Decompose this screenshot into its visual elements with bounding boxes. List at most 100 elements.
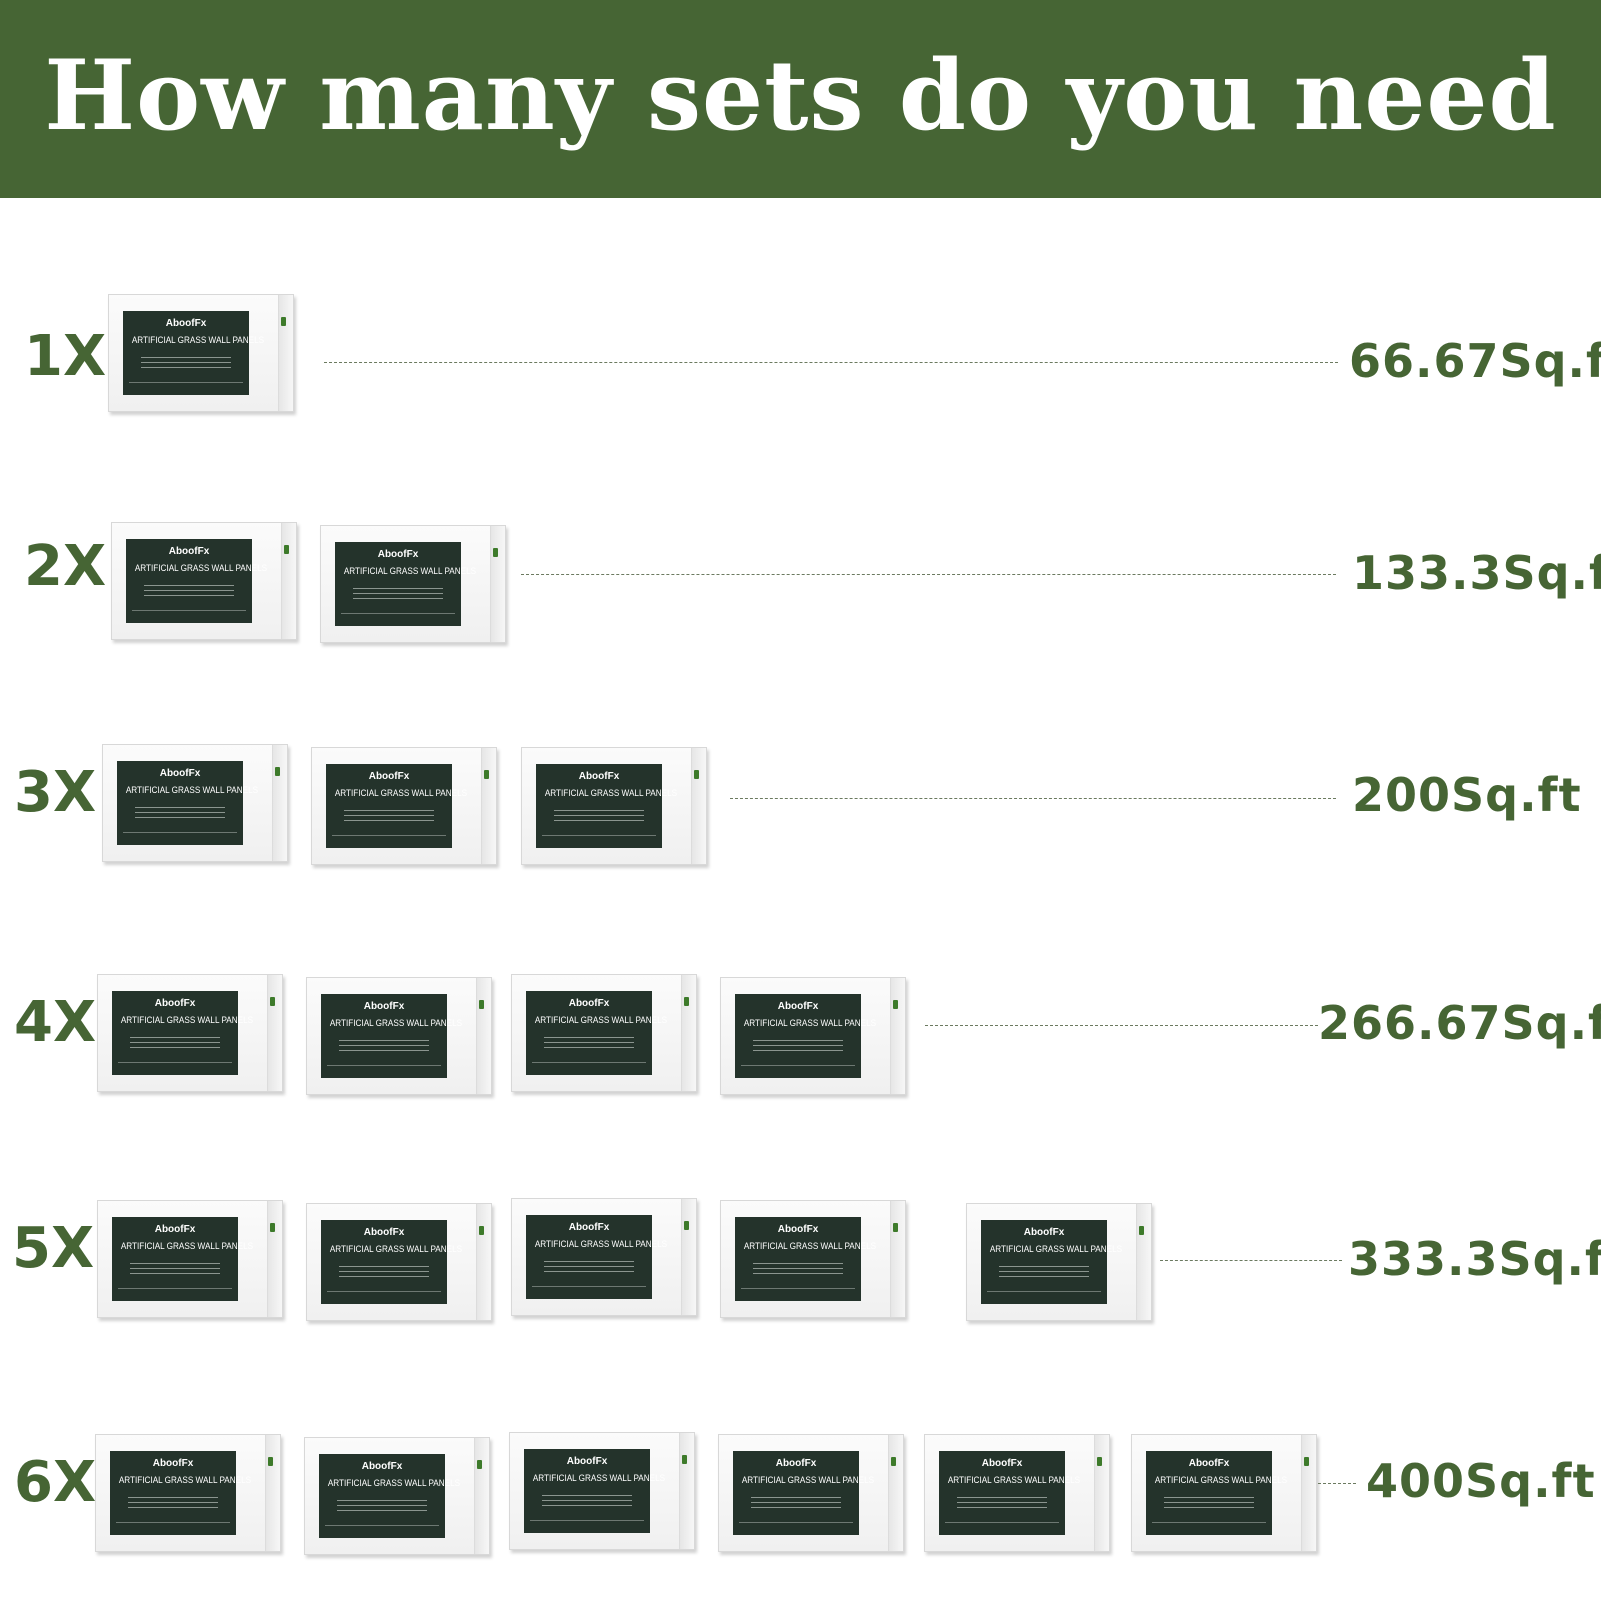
green-tab: [893, 1223, 898, 1232]
fine-print-line: [544, 1042, 634, 1043]
product-name: ARTIFICIAL GRASS WALL PANELS: [743, 1018, 877, 1029]
product-name: ARTIFICIAL GRASS WALL PANELS: [947, 1475, 1081, 1486]
product-name: ARTIFICIAL GRASS WALL PANELS: [125, 785, 259, 796]
box-side-flap: [267, 975, 282, 1091]
product-name: ARTIFICIAL GRASS WALL PANELS: [134, 563, 268, 574]
product-name: ARTIFICIAL GRASS WALL PANELS: [544, 788, 678, 799]
green-tab: [268, 1457, 273, 1466]
box-side-flap: [1301, 1435, 1316, 1551]
fine-print-line: [144, 595, 234, 596]
label-footer: [945, 1522, 1059, 1529]
brand-name: AboofFx: [165, 318, 207, 329]
fine-print-line: [344, 815, 434, 816]
coverage-area: 133.3Sq.ft: [1352, 546, 1601, 600]
brand-name: AboofFx: [159, 768, 201, 779]
green-tab: [479, 1000, 484, 1009]
label-footer: [325, 1525, 439, 1532]
box-side-flap: [281, 523, 296, 639]
multiplier-label: 6X: [14, 1450, 97, 1515]
fine-print-line: [141, 357, 231, 358]
brand-name: AboofFx: [981, 1458, 1023, 1469]
box-label: AboofFx ARTIFICIAL GRASS WALL PANELS: [321, 994, 462, 1078]
dotted-leader: [925, 1025, 1318, 1026]
product-box: AboofFx ARTIFICIAL GRASS WALL PANELS: [521, 747, 707, 865]
green-tab: [270, 1223, 275, 1232]
fine-print-line: [544, 1047, 634, 1048]
fine-print-line: [751, 1502, 841, 1503]
dotted-leader: [324, 362, 1338, 363]
fine-print-line: [542, 1500, 632, 1501]
dotted-leader: [730, 798, 1336, 799]
box-label: AboofFx ARTIFICIAL GRASS WALL PANELS: [112, 991, 254, 1075]
box-label: AboofFx ARTIFICIAL GRASS WALL PANELS: [335, 542, 477, 626]
fine-print-line: [128, 1497, 218, 1498]
product-box: AboofFx ARTIFICIAL GRASS WALL PANELS: [511, 1198, 697, 1316]
product-box: AboofFx ARTIFICIAL GRASS WALL PANELS: [720, 1200, 906, 1318]
fine-print-line: [339, 1040, 429, 1041]
green-tab: [682, 1455, 687, 1464]
box-label: AboofFx ARTIFICIAL GRASS WALL PANELS: [536, 764, 678, 848]
fine-print-line: [554, 810, 644, 811]
fine-print-line: [1164, 1507, 1254, 1508]
product-box: AboofFx ARTIFICIAL GRASS WALL PANELS: [108, 294, 294, 412]
fine-print-line: [337, 1505, 427, 1506]
product-box: AboofFx ARTIFICIAL GRASS WALL PANELS: [966, 1203, 1152, 1321]
brand-name: AboofFx: [363, 1001, 405, 1012]
green-tab: [891, 1457, 896, 1466]
brand-name: AboofFx: [368, 771, 410, 782]
box-label: AboofFx ARTIFICIAL GRASS WALL PANELS: [939, 1451, 1081, 1535]
box-label: AboofFx ARTIFICIAL GRASS WALL PANELS: [1146, 1451, 1287, 1535]
product-name: ARTIFICIAL GRASS WALL PANELS: [120, 1015, 254, 1026]
multiplier-label: 2X: [24, 534, 107, 599]
product-box: AboofFx ARTIFICIAL GRASS WALL PANELS: [306, 977, 492, 1095]
fine-print-line: [135, 807, 225, 808]
box-label: AboofFx ARTIFICIAL GRASS WALL PANELS: [326, 764, 467, 848]
fine-print-line: [337, 1500, 427, 1501]
label-footer: [332, 835, 446, 842]
product-name: ARTIFICIAL GRASS WALL PANELS: [532, 1473, 666, 1484]
fine-print-line: [141, 362, 231, 363]
label-footer: [132, 610, 246, 617]
product-name: ARTIFICIAL GRASS WALL PANELS: [329, 1244, 463, 1255]
box-side-flap: [890, 978, 905, 1094]
fine-print-line: [344, 810, 434, 811]
multiplier-label: 1X: [24, 324, 107, 389]
box-side-flap: [681, 975, 696, 1091]
fine-print-line: [1164, 1497, 1254, 1498]
label-footer: [987, 1291, 1101, 1298]
brand-name: AboofFx: [1023, 1227, 1065, 1238]
fine-print-line: [353, 588, 443, 589]
box-label: AboofFx ARTIFICIAL GRASS WALL PANELS: [733, 1451, 874, 1535]
fine-print-line: [957, 1502, 1047, 1503]
fine-print-line: [130, 1042, 220, 1043]
fine-print-line: [542, 1495, 632, 1496]
fine-print-line: [753, 1050, 843, 1051]
product-box: AboofFx ARTIFICIAL GRASS WALL PANELS: [509, 1432, 695, 1550]
fine-print-line: [128, 1507, 218, 1508]
fine-print-line: [753, 1268, 843, 1269]
brand-name: AboofFx: [361, 1461, 403, 1472]
label-footer: [542, 835, 656, 842]
label-footer: [532, 1286, 646, 1293]
box-label: AboofFx ARTIFICIAL GRASS WALL PANELS: [126, 539, 268, 623]
box-side-flap: [278, 295, 293, 411]
box-side-flap: [490, 526, 505, 642]
fine-print-line: [554, 820, 644, 821]
product-name: ARTIFICIAL GRASS WALL PANELS: [343, 566, 477, 577]
brand-name: AboofFx: [1188, 1458, 1230, 1469]
fine-print-line: [339, 1271, 429, 1272]
fine-print-line: [141, 367, 231, 368]
label-footer: [327, 1065, 441, 1072]
green-tab: [270, 997, 275, 1006]
brand-name: AboofFx: [775, 1458, 817, 1469]
brand-name: AboofFx: [568, 998, 610, 1009]
green-tab: [684, 997, 689, 1006]
box-side-flap: [1136, 1204, 1151, 1320]
product-box: AboofFx ARTIFICIAL GRASS WALL PANELS: [111, 522, 297, 640]
green-tab: [1139, 1226, 1144, 1235]
fine-print-line: [753, 1045, 843, 1046]
box-side-flap: [691, 748, 706, 864]
fine-print-line: [130, 1037, 220, 1038]
label-footer: [741, 1065, 855, 1072]
product-name: ARTIFICIAL GRASS WALL PANELS: [120, 1241, 254, 1252]
